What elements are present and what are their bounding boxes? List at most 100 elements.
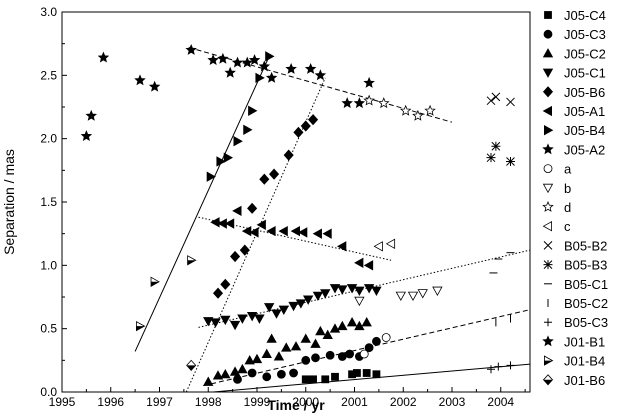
- x-tick-label: 2000: [292, 395, 319, 409]
- legend-marker: [543, 260, 553, 270]
- data-point: [248, 54, 261, 66]
- marker-shape: [265, 71, 278, 83]
- marker-shape: [97, 51, 110, 63]
- marker-shape: [312, 291, 324, 302]
- legend-label: J01-B1: [564, 334, 605, 349]
- legend-item: J05-C2: [542, 46, 606, 61]
- marker-shape: [487, 365, 495, 374]
- data-point: [136, 320, 146, 332]
- legend-item: d: [542, 200, 571, 215]
- marker-shape: [310, 338, 321, 348]
- marker-shape: [229, 320, 241, 331]
- data-point: [486, 153, 496, 163]
- data-point: [353, 97, 366, 109]
- legend-label: B05-B2: [564, 238, 607, 253]
- data-point: [269, 168, 280, 180]
- data-point: [265, 51, 275, 62]
- marker-shape: [354, 286, 365, 296]
- data-point: [487, 365, 495, 374]
- data-point: [331, 372, 339, 381]
- data-point: [303, 295, 314, 305]
- legend-marker: [542, 105, 552, 117]
- x-tick-label: 1998: [195, 395, 222, 409]
- legend-marker: [544, 318, 552, 327]
- series-j05-c1: [203, 284, 382, 331]
- series-a: [359, 333, 391, 359]
- legend-label: J05-A2: [564, 142, 605, 157]
- data-point: [407, 291, 419, 302]
- legend-marker: [543, 164, 553, 174]
- data-point: [264, 303, 275, 313]
- marker-shape: [362, 369, 371, 377]
- marker-shape: [233, 136, 243, 147]
- marker-shape: [506, 97, 515, 107]
- legend-item: J05-A2: [542, 142, 605, 157]
- data-point: [290, 225, 300, 237]
- data-point: [97, 51, 110, 63]
- data-point: [337, 285, 348, 295]
- data-point: [377, 97, 390, 109]
- marker-shape: [232, 205, 242, 217]
- marker-shape: [261, 348, 272, 358]
- marker-shape: [283, 149, 294, 161]
- y-tick-label: 2.0: [40, 132, 57, 146]
- data-point: [220, 278, 231, 290]
- marker-shape: [363, 260, 374, 271]
- marker-shape: [256, 219, 266, 230]
- data-point: [354, 296, 365, 307]
- legend-item: b: [542, 181, 571, 196]
- data-point: [491, 92, 501, 102]
- data-point: [322, 329, 333, 339]
- marker-shape: [407, 291, 419, 302]
- data-point: [278, 225, 288, 237]
- legend-marker: [542, 374, 554, 386]
- data-point: [255, 72, 265, 84]
- marker-shape: [278, 305, 289, 315]
- marker-shape: [278, 225, 288, 237]
- fit-line: [188, 46, 453, 123]
- data-point: [224, 218, 235, 229]
- series-b: [354, 286, 443, 307]
- legend-marker: [543, 241, 553, 250]
- marker-shape: [491, 141, 501, 151]
- marker-shape: [220, 278, 231, 290]
- y-tick-label: 0.5: [40, 322, 57, 336]
- x-tick-label: 2003: [439, 395, 466, 409]
- marker-shape: [543, 29, 553, 39]
- y-tick-label: 2.5: [40, 68, 57, 82]
- marker-shape: [346, 284, 358, 294]
- marker-shape: [372, 370, 381, 379]
- data-point: [373, 241, 383, 252]
- marker-shape: [273, 351, 285, 361]
- marker-shape: [315, 325, 326, 336]
- data-point: [212, 370, 224, 380]
- data-point: [266, 225, 276, 237]
- marker-shape: [295, 299, 307, 309]
- marker-shape: [233, 374, 242, 384]
- legend-item: J01-B4: [544, 354, 605, 369]
- series-j01-b6: [186, 359, 197, 371]
- marker-fill: [543, 379, 553, 385]
- marker-shape: [265, 51, 275, 62]
- data-point: [353, 369, 361, 377]
- data-point: [212, 287, 224, 299]
- legend-marker: [542, 335, 554, 347]
- legend-label: J05-A1: [564, 104, 605, 119]
- data-point: [309, 375, 317, 384]
- legend-label: b: [564, 181, 571, 196]
- data-point: [506, 361, 515, 370]
- data-point: [346, 317, 358, 327]
- marker-shape: [212, 287, 224, 299]
- marker-shape: [373, 241, 383, 252]
- data-point: [372, 370, 381, 379]
- data-point: [359, 349, 369, 359]
- marker-shape: [247, 202, 258, 214]
- data-point: [249, 227, 259, 238]
- data-point: [256, 219, 266, 230]
- y-tick-label: 1.0: [40, 258, 57, 272]
- marker-shape: [395, 291, 406, 302]
- legend-marker: [542, 143, 554, 155]
- marker-shape: [322, 329, 333, 339]
- marker-shape: [216, 156, 226, 167]
